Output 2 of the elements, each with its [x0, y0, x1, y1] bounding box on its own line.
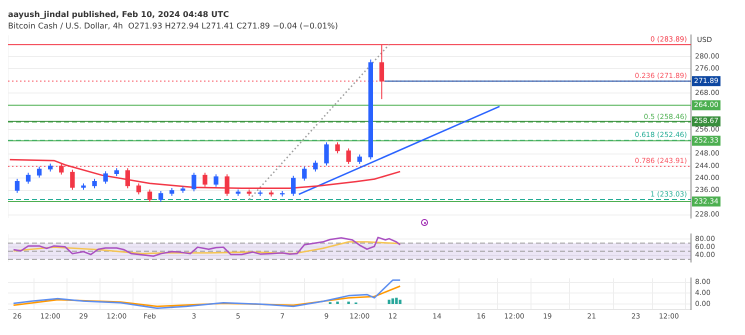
chart-title: aayush_jindal published, Feb 10, 2024 04:48 UTC: [8, 10, 230, 19]
chart-subtitle: Bitcoin Cash / U.S. Dollar, 4h O271.93 H272.94 L271.41 C271.89 −0.04 (−0.01%): [8, 21, 338, 30]
